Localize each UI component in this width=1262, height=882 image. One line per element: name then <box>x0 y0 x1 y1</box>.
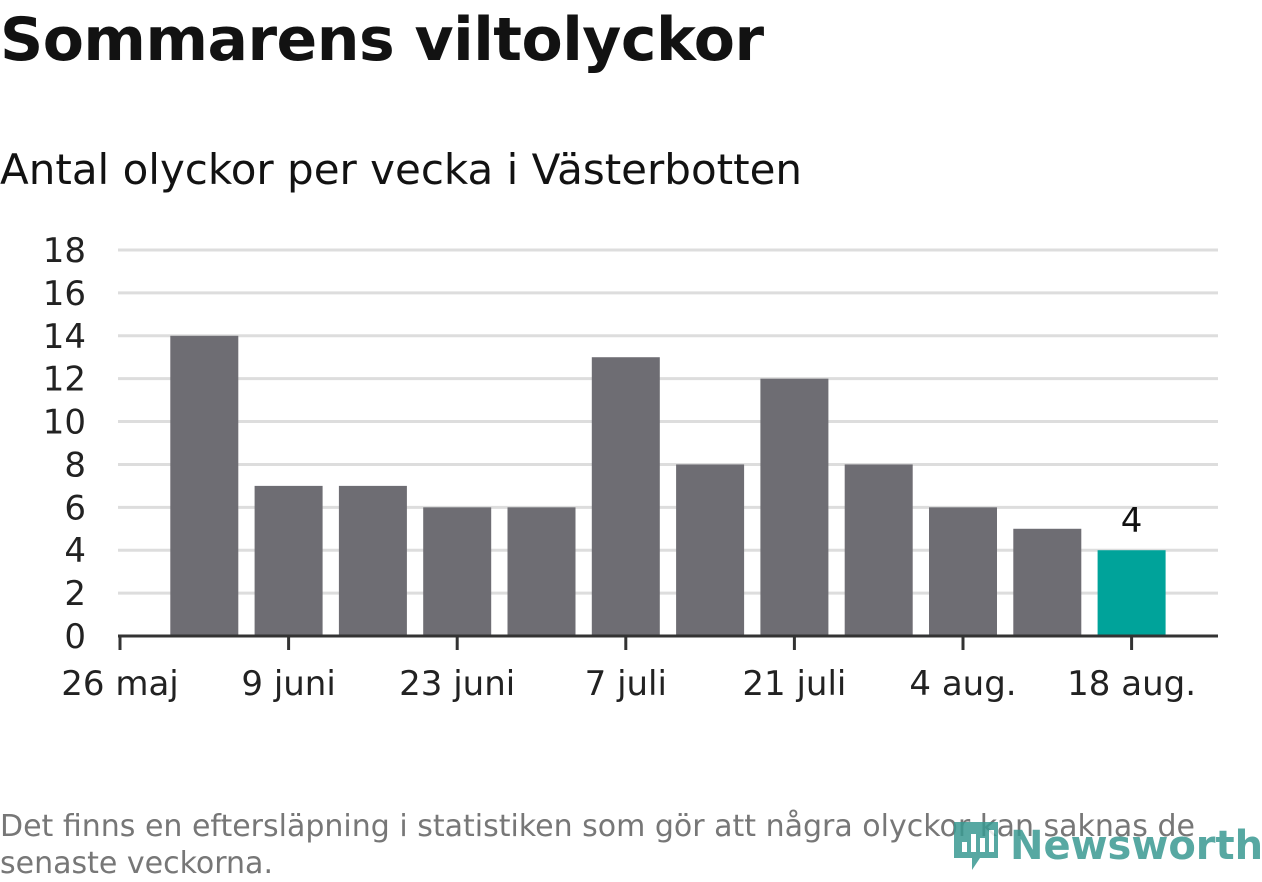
logo-text: Newsworthy <box>1010 823 1262 869</box>
y-tick-label: 4 <box>64 531 86 571</box>
data-label: 4 <box>1121 501 1143 541</box>
y-tick-label: 18 <box>43 231 86 271</box>
x-tick-label: 21 juli <box>742 664 846 704</box>
bar <box>338 485 407 636</box>
y-tick-label: 12 <box>43 360 86 400</box>
x-tick-label: 7 juli <box>585 664 667 704</box>
bar <box>170 335 239 636</box>
y-tick-label: 0 <box>64 617 86 657</box>
x-axis: 26 maj 9 juni 23 juni 7 juli 21 juli 4 aug. 18… <box>61 634 1218 704</box>
bar <box>591 357 660 636</box>
y-tick-label: 8 <box>64 445 86 485</box>
bar <box>929 507 997 636</box>
x-tick-label: 4 aug. <box>909 664 1016 704</box>
bar <box>254 485 323 636</box>
bar <box>423 507 492 636</box>
bar <box>507 507 576 636</box>
newsworthy-logo-icon <box>954 822 998 870</box>
y-tick-label: 16 <box>43 274 86 314</box>
bar-highlighted <box>1097 550 1166 636</box>
x-tick-label: 18 aug. <box>1067 664 1196 704</box>
chart-title: Sommarens viltolyckor <box>0 5 764 75</box>
bar <box>760 378 829 636</box>
y-tick-label: 10 <box>43 403 86 443</box>
y-tick-label: 6 <box>64 488 86 528</box>
bar <box>676 464 745 636</box>
data-labels: 4 <box>1121 501 1143 541</box>
bar <box>1013 528 1082 636</box>
gridlines <box>118 248 1218 595</box>
x-tick-label: 23 juni <box>399 664 515 704</box>
x-tick-label: 26 maj <box>61 664 178 704</box>
y-tick-label: 14 <box>43 317 86 357</box>
bars <box>170 335 1166 636</box>
bar <box>844 464 913 636</box>
x-tick-label: 9 juni <box>241 664 335 704</box>
chart-subtitle: Antal olyckor per vecka i Västerbotten <box>0 145 803 194</box>
y-tick-label: 2 <box>64 574 86 614</box>
newsworthy-logo: Newsworthy <box>950 818 1262 874</box>
